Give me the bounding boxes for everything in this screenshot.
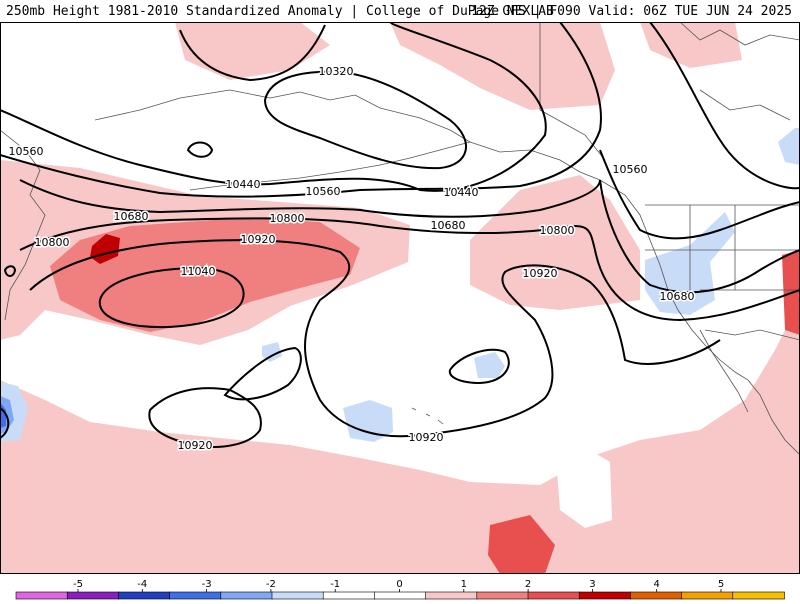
border-states xyxy=(645,205,800,300)
coastline-layer xyxy=(0,21,800,456)
colorbar-tick-label: -3 xyxy=(202,579,212,590)
model-run-info: 12Z GFS | F090 Valid: 06Z TUE JUN 24 202… xyxy=(471,4,792,19)
contour-line-10920-small xyxy=(448,348,510,385)
title-bar: 250mb Height 1981-2010 Standardized Anom… xyxy=(0,0,800,22)
anomaly-region-positive-2 xyxy=(50,218,360,332)
colorbar-tick-label: 2 xyxy=(525,579,531,590)
colorbar-swatch xyxy=(15,591,69,600)
colorbar-swatch xyxy=(681,591,734,600)
anomaly-region-negative-1 xyxy=(262,342,282,362)
colorbar-swatch xyxy=(322,591,376,600)
anomaly-region-negative-1 xyxy=(474,352,505,378)
contour-label: 10560 xyxy=(613,163,648,176)
contour-label: 10680 xyxy=(431,219,466,232)
contour-label: 10440 xyxy=(444,186,479,199)
contour-label: 11040 xyxy=(181,265,216,278)
anomaly-region-positive xyxy=(175,22,330,80)
contour-line-10680-east xyxy=(599,179,800,294)
colorbar-ticks: -5 -4 -3 -2 -1 0 1 2 3 4 5 xyxy=(73,579,724,592)
anomaly-region-positive xyxy=(470,175,640,310)
contour-line-10320 xyxy=(263,70,467,170)
colorbar-swatch xyxy=(425,591,478,600)
colorbar-swatch xyxy=(271,591,325,600)
contour-line-11040 xyxy=(98,266,245,329)
map-title: 250mb Height 1981-2010 Standardized Anom… xyxy=(6,4,554,19)
contour-label: 10680 xyxy=(660,290,695,303)
colorbar-tick-label: -5 xyxy=(73,579,83,590)
colorbar-tick-label: -1 xyxy=(330,579,340,590)
contour-line-10560-east xyxy=(599,149,800,240)
contour-label: 10440 xyxy=(226,178,261,191)
contour-label: 10920 xyxy=(523,267,558,280)
contour-line-south-west xyxy=(0,407,10,439)
coastline-baja xyxy=(699,329,749,413)
contour-label-layer: 10320 10440 10440 10560 10560 10560 1068… xyxy=(7,64,696,454)
contour-line-10560 xyxy=(0,21,602,198)
contour-label: 10680 xyxy=(114,210,149,223)
contour-label: 10800 xyxy=(540,224,575,237)
anomaly-region-negative-1 xyxy=(778,128,800,165)
coastline-north-america xyxy=(599,179,800,456)
border-us-mexico xyxy=(704,329,800,341)
colorbar-tick-label: 4 xyxy=(654,579,660,590)
contour-layer xyxy=(0,21,800,448)
anomaly-region-neutral xyxy=(556,450,612,528)
contour-line-10800 xyxy=(19,217,800,322)
anomaly-region-positive xyxy=(640,22,742,68)
colorbar-swatch xyxy=(220,591,273,600)
contour-line-10920-south xyxy=(148,387,262,448)
colorbar-swatch xyxy=(66,591,120,600)
contour-label: 10800 xyxy=(35,236,70,249)
border-canada-us xyxy=(539,22,800,206)
anomaly-region-negative-1 xyxy=(343,400,393,442)
contour-label: 10800 xyxy=(270,212,305,225)
colorbar-swatch xyxy=(630,591,683,600)
colorbar-swatch xyxy=(578,591,632,600)
contour-label: 10560 xyxy=(9,145,44,158)
colorbar-tick-label: 5 xyxy=(718,579,724,590)
colorbar-tick-label: 3 xyxy=(589,579,595,590)
contour-line-10680 xyxy=(19,179,601,218)
coastline-alaska xyxy=(94,89,601,181)
contour-line-10920-loop xyxy=(223,346,302,401)
contour-line-10920 xyxy=(29,239,721,438)
contour-label: 10560 xyxy=(306,185,341,198)
contour-line-small-loop xyxy=(186,141,214,158)
colorbar-swatch xyxy=(169,591,222,600)
coastline-aleutians xyxy=(189,141,471,191)
colorbar-swatch xyxy=(732,591,785,600)
anomaly-region-positive-3 xyxy=(488,515,555,574)
colorbar-tick-label: -2 xyxy=(266,579,276,590)
colorbar-swatch xyxy=(476,591,529,600)
colorbar-tick-label: 0 xyxy=(396,579,402,590)
colorbar-tick-label: -4 xyxy=(137,579,147,590)
colorbar-swatch xyxy=(374,591,427,600)
colorbar-swatch xyxy=(527,591,581,600)
coastline-asia xyxy=(0,129,46,321)
coastline-hawaii xyxy=(411,407,444,425)
contour-line-small-loop xyxy=(3,265,17,277)
contour-label: 10320 xyxy=(319,65,354,78)
colorbar-swatch xyxy=(118,591,171,600)
contour-label: 10920 xyxy=(241,233,276,246)
colorbar-tick-label: 1 xyxy=(461,579,467,590)
contour-line-10440-east xyxy=(649,21,800,190)
contour-label: 10920 xyxy=(409,431,444,444)
colorbar-legend: -5 -4 -3 -2 -1 0 1 2 3 4 5 xyxy=(0,574,800,600)
colorbar: -5 -4 -3 -2 -1 0 1 2 3 4 5 xyxy=(15,579,785,600)
contour-line-10440 xyxy=(179,24,326,82)
contour-label: 10920 xyxy=(178,439,213,452)
coastline-hudson xyxy=(679,21,800,121)
colorbar-swatches xyxy=(15,591,785,600)
